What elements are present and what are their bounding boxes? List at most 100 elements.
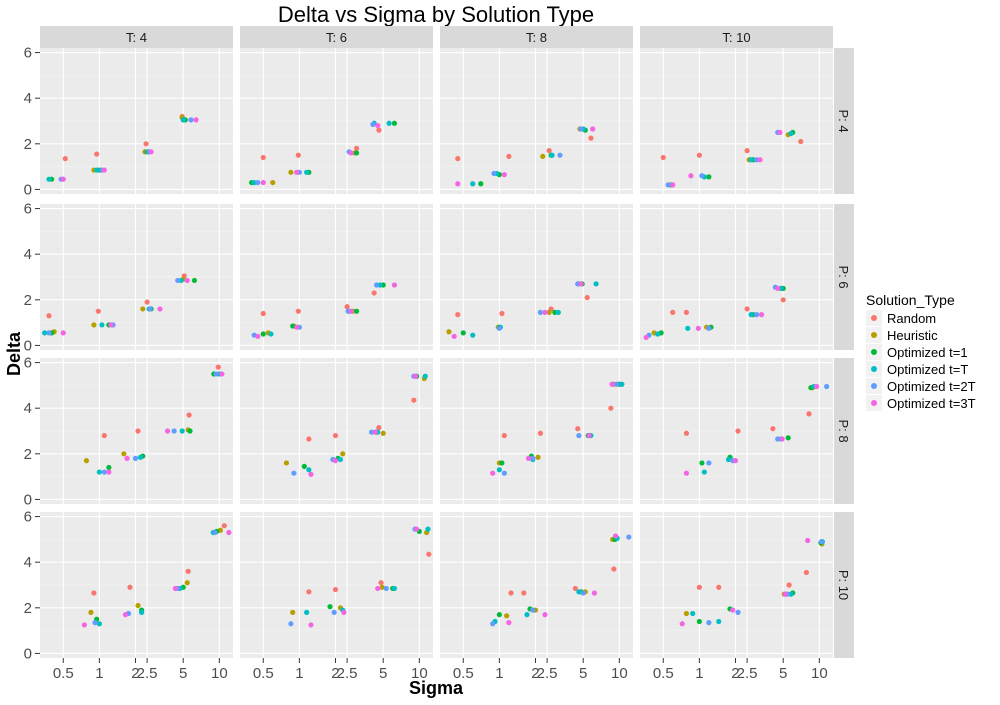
data-point [591, 590, 598, 596]
facet-panel [40, 512, 233, 658]
data-point [496, 467, 502, 473]
data-point [716, 618, 722, 625]
data-point [546, 309, 552, 315]
data-point [643, 334, 649, 341]
data-point [780, 297, 786, 303]
data-point [188, 117, 194, 123]
data-point [101, 432, 107, 439]
data-point [270, 179, 276, 186]
data-point [91, 322, 97, 328]
data-point [341, 609, 347, 615]
data-point [748, 312, 754, 318]
data-point [608, 405, 614, 411]
data-point [251, 179, 257, 186]
data-point [614, 381, 620, 387]
row-strip [834, 512, 854, 658]
data-point [665, 182, 671, 188]
y-tick-label: 2 [24, 292, 32, 309]
data-point [193, 117, 199, 123]
data-point [732, 458, 739, 464]
data-point [304, 169, 310, 175]
data-point [143, 141, 149, 147]
data-point [775, 436, 781, 442]
data-point [411, 397, 417, 403]
x-tick-label: 5 [379, 665, 387, 682]
x-tick-label: 2 [131, 665, 139, 682]
data-point [295, 152, 301, 158]
data-point [777, 129, 783, 136]
data-point [332, 586, 339, 593]
data-point [754, 312, 760, 318]
legend-marker [871, 332, 877, 338]
data-point [354, 308, 360, 314]
data-point [683, 430, 690, 436]
data-point [612, 533, 619, 539]
data-point [187, 428, 193, 434]
data-point [148, 149, 154, 155]
row-strip-label: P: 6 [836, 265, 851, 288]
row-strip [834, 204, 854, 350]
data-point [537, 430, 544, 436]
data-point [699, 460, 705, 466]
data-point [422, 373, 428, 379]
data-point [460, 330, 466, 336]
data-point [180, 117, 186, 123]
data-point [260, 179, 266, 186]
facet-panel [240, 512, 433, 658]
data-point [137, 454, 144, 460]
data-point [157, 306, 163, 312]
data-point [530, 607, 536, 613]
x-tick-label: 5 [179, 665, 187, 682]
column-strip-label: T: 4 [126, 30, 147, 45]
y-tick-label: 4 [24, 554, 32, 571]
facet-panel [240, 48, 433, 194]
data-point [706, 460, 712, 466]
data-point [368, 429, 375, 435]
data-point [757, 157, 763, 163]
data-point [537, 309, 544, 315]
data-point [306, 589, 312, 595]
data-point [584, 294, 590, 301]
data-point [580, 590, 586, 596]
data-point [127, 584, 133, 590]
data-point [291, 470, 297, 476]
y-tick-label: 6 [24, 355, 32, 372]
data-point [375, 585, 381, 592]
data-point [373, 282, 380, 288]
data-point [785, 435, 791, 441]
facet-panel [40, 204, 233, 350]
data-point [88, 609, 94, 615]
column-strip [40, 26, 233, 48]
data-point [496, 325, 502, 331]
data-point [101, 469, 107, 475]
x-tick-label: 2.5 [337, 665, 358, 682]
data-point [478, 181, 484, 187]
data-point [62, 156, 68, 162]
data-point [379, 584, 385, 590]
data-point [171, 428, 177, 434]
data-point [679, 621, 685, 627]
y-tick-label: 4 [24, 246, 32, 263]
data-point [426, 551, 432, 557]
data-point [290, 609, 296, 615]
data-point [386, 120, 392, 126]
data-point [354, 145, 360, 151]
data-point [164, 428, 171, 434]
data-point [288, 169, 294, 175]
data-point [555, 309, 561, 315]
data-point [306, 436, 312, 442]
data-point [83, 458, 90, 464]
x-tick-label: 2 [531, 665, 539, 682]
data-point [348, 308, 354, 314]
data-point [706, 620, 712, 626]
data-point [255, 333, 261, 339]
data-point [212, 529, 218, 536]
x-tick-label: 2 [731, 665, 739, 682]
data-point [695, 325, 701, 331]
data-point [186, 412, 192, 418]
data-point [46, 176, 52, 182]
data-point [506, 153, 512, 159]
data-point [524, 612, 530, 618]
data-point [260, 154, 266, 161]
facet-panel [440, 512, 633, 658]
